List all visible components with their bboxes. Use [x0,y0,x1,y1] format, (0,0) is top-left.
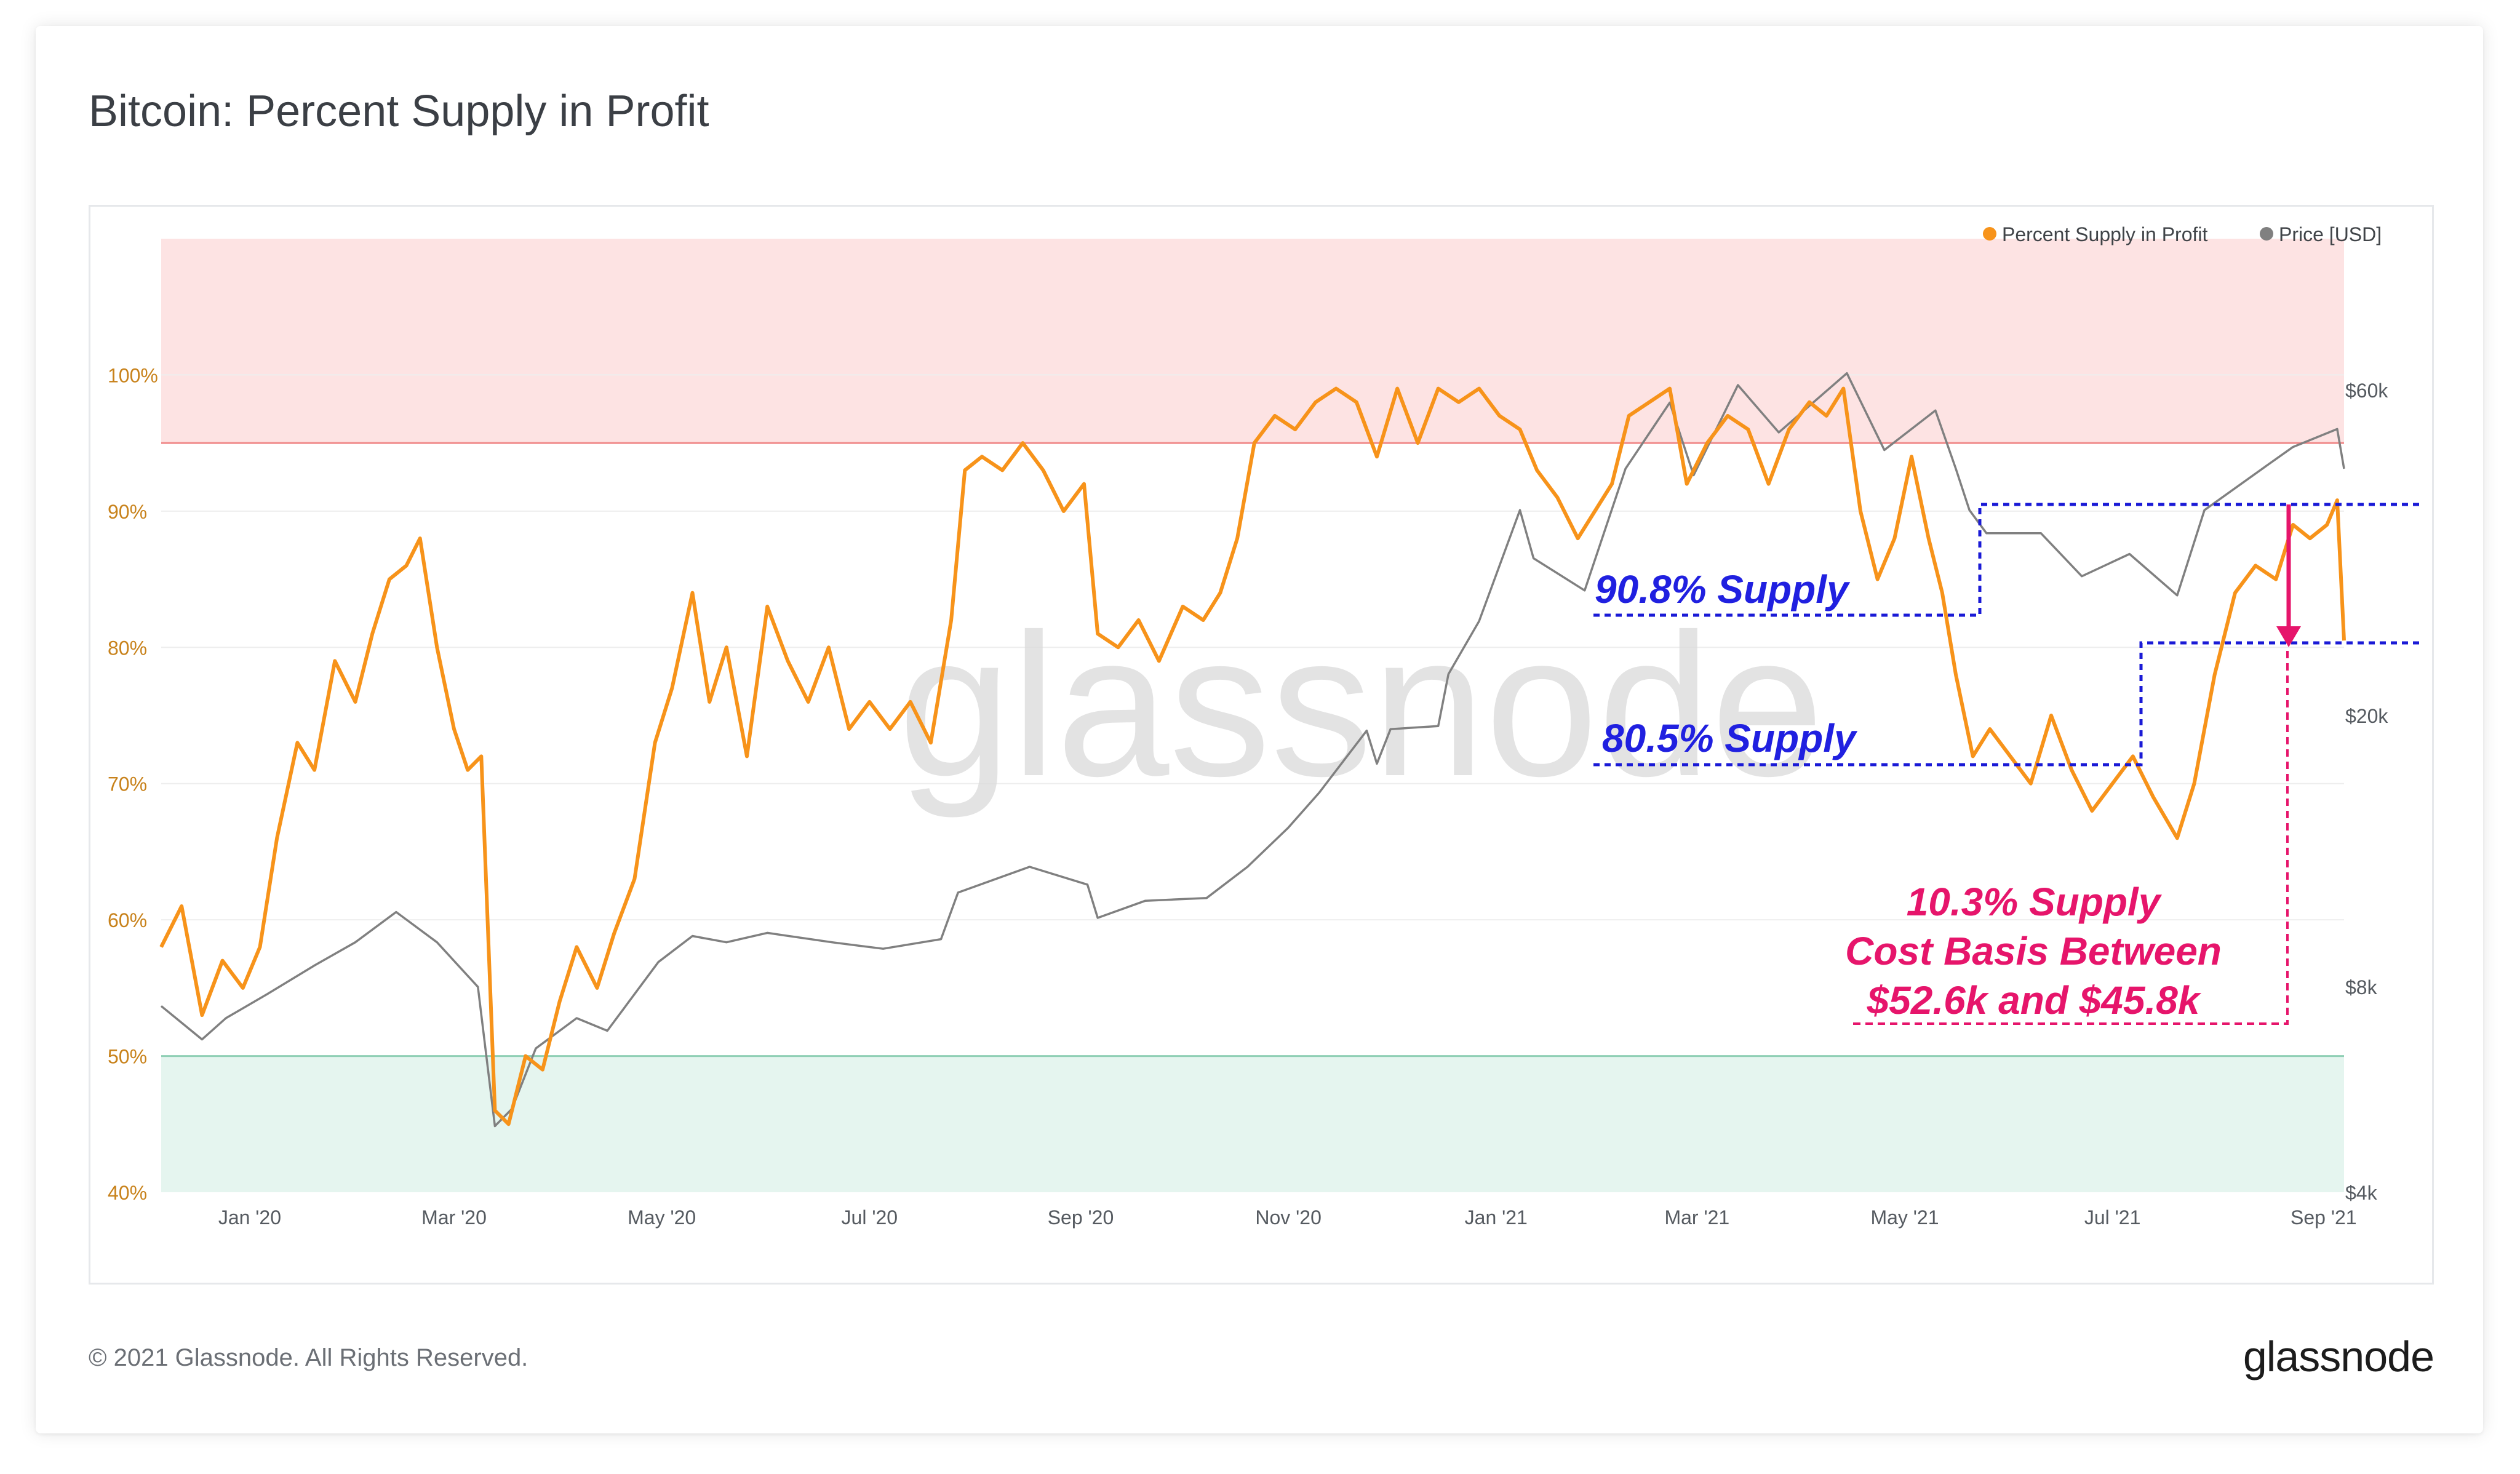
cost-basis-line3: $52.6k and $45.8k [1867,978,2202,1022]
gridlines [161,374,2344,921]
annotation-80-supply: 80.5% Supply [1593,641,2423,767]
x-tick-label: Nov '20 [1255,1206,1322,1229]
x-tick-label: Mar '20 [421,1206,487,1229]
y-left-tick-label: 80% [108,637,147,659]
y-right-tick-label: $20k [2345,705,2388,727]
annotation-cost-basis: 10.3% Supply Cost Basis Between $52.6k a… [1845,504,2301,1025]
glassnode-logo: glassnode [2243,1333,2434,1380]
legend-swatch-supply [1983,227,1996,241]
ref-line-80 [1593,641,2423,767]
y-axis-right: $4k $8k $20k $60k [2345,380,2388,1204]
legend-swatch-price [2260,227,2273,241]
cost-basis-line1: 10.3% Supply [1907,880,2163,924]
y-left-tick-label: 40% [108,1182,147,1204]
annotation-90-supply: 90.8% Supply [1593,503,2423,617]
profit-band-lower [161,1056,2344,1192]
x-tick-label: Jan '21 [1465,1206,1528,1229]
legend-label-price: Price [USD] [2279,223,2382,245]
x-tick-label: Sep '20 [1048,1206,1114,1229]
supply-line [159,386,2346,1126]
price-line [160,372,2345,1128]
cost-basis-arrow-head [2276,626,2301,647]
price-series [160,372,2345,1128]
legend: Percent Supply in Profit Price [USD] [1983,223,2382,245]
profit-band-upper [161,239,2344,444]
label-90-supply: 90.8% Supply [1595,567,1851,612]
y-right-tick-label: $4k [2345,1182,2378,1204]
y-left-tick-label: 90% [108,501,147,523]
watermark: glassnode [898,591,1824,819]
footer-copyright: © 2021 Glassnode. All Rights Reserved. [89,1344,528,1371]
y-right-tick-label: $60k [2345,380,2388,402]
y-left-tick-label: 50% [108,1046,147,1068]
y-right-tick-label: $8k [2345,976,2378,998]
x-tick-label: May '21 [1870,1206,1939,1229]
x-tick-label: Mar '21 [1664,1206,1729,1229]
x-tick-label: Sep '21 [2291,1206,2357,1229]
y-left-tick-label: 60% [108,909,147,931]
x-tick-label: Jul '20 [842,1206,898,1229]
y-left-tick-label: 100% [108,364,158,386]
page-title: Bitcoin: Percent Supply in Profit [89,87,709,136]
y-left-tick-label: 70% [108,773,147,795]
supply-series [159,386,2346,1126]
x-tick-label: May '20 [628,1206,696,1229]
y-axis-left: 40% 50% 60% 70% 80% 90% 100% [108,364,158,1204]
x-tick-label: Jul '21 [2084,1206,2141,1229]
ref-line-90 [1593,503,2423,617]
x-tick-label: Jan '20 [218,1206,281,1229]
cost-basis-dashed-line [1852,651,2289,1025]
cost-basis-line2: Cost Basis Between [1845,929,2222,973]
x-axis: Jan '20 Mar '20 May '20 Jul '20 Sep '20 Nov '… [218,1206,2357,1229]
label-80-supply: 80.5% Supply [1602,716,1858,760]
legend-label-supply: Percent Supply in Profit [2002,223,2208,245]
